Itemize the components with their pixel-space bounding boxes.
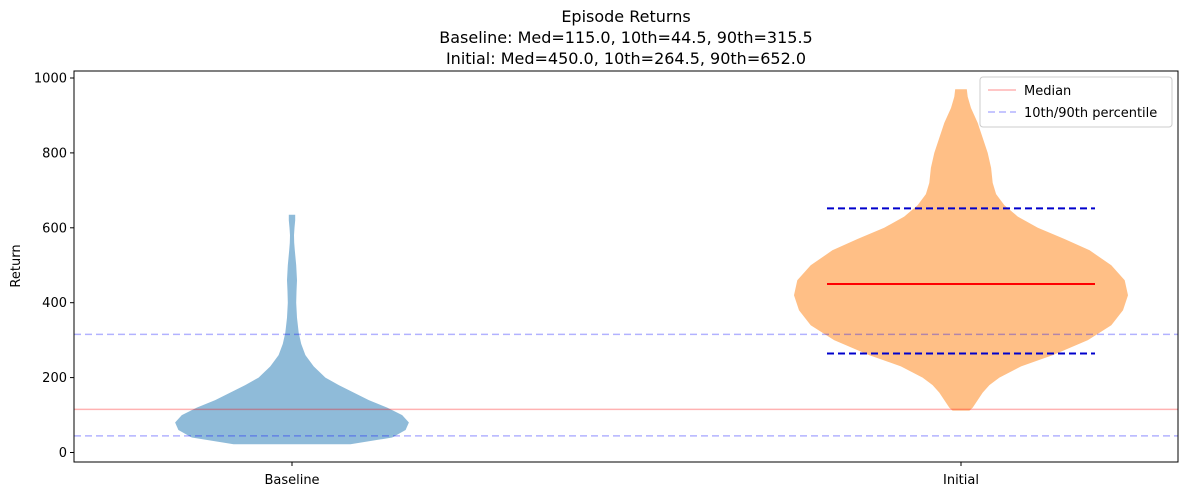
chart-subtitle-initial: Initial: Med=450.0, 10th=264.5, 90th=652…: [445, 49, 807, 68]
chart-title: Episode Returns: [561, 7, 691, 26]
x-tick-label: Initial: [943, 473, 979, 488]
y-tick-label: 400: [42, 296, 67, 311]
x-tick-label: Baseline: [264, 473, 319, 488]
violin-initial: [794, 89, 1128, 411]
chart-subtitle-baseline: Baseline: Med=115.0, 10th=44.5, 90th=315…: [439, 28, 813, 47]
per-violin-lines-layer: [827, 207, 1095, 355]
legend-box: [979, 76, 1173, 128]
reference-lines-layer: [74, 333, 1178, 437]
y-tick-label: 600: [42, 221, 67, 236]
violin-baseline: [175, 214, 409, 445]
legend-label: 10th/90th percentile: [1024, 106, 1157, 121]
y-tick-label: 0: [59, 446, 67, 461]
y-tick-label: 1000: [34, 72, 67, 87]
y-axis: 0 200 400 600 800 1000: [34, 72, 74, 461]
violins-layer: [175, 89, 1128, 445]
plot-frame: [73, 70, 1179, 463]
legend: Median 10th/90th percentile: [979, 76, 1173, 128]
legend-label: Median: [1024, 84, 1071, 99]
y-axis-label: Return: [9, 244, 24, 287]
y-tick-label: 200: [42, 371, 67, 386]
y-tick-label: 800: [42, 146, 67, 161]
x-axis: Baseline Initial: [264, 462, 979, 488]
